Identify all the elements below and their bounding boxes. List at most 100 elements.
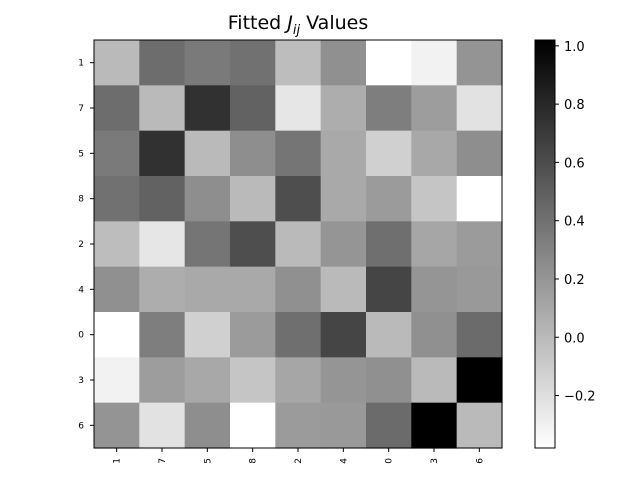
heatmap-cell [184, 130, 231, 177]
chart-title-prefix: Fitted [228, 12, 288, 34]
chart-title-suffix: Values [300, 12, 368, 34]
heatmap-cell [139, 40, 186, 86]
heatmap-cell [230, 130, 276, 177]
heatmap-cell [366, 402, 412, 449]
row-tick-label: 3 [78, 376, 84, 386]
colorbar-tick-label: 0.6 [564, 156, 585, 171]
heatmap-cell [275, 402, 322, 449]
heatmap-cell [184, 357, 231, 404]
row-tick-label: 4 [78, 285, 84, 295]
colorbar [534, 39, 556, 449]
heatmap-cell [230, 266, 276, 313]
colorbar-tick-labels: 1.0 0.8 0.6 0.4 0.2 0.0 −0.2 [555, 40, 596, 405]
heatmap-cell [275, 221, 322, 268]
heatmap-cell [275, 312, 322, 358]
heatmap-cell [139, 176, 186, 222]
heatmap-cell [411, 357, 458, 404]
heatmap-cell [275, 357, 322, 404]
heatmap-cell [320, 40, 367, 86]
heatmap-cell [139, 130, 186, 177]
heatmap-cell [94, 357, 140, 404]
heatmap-cell [139, 85, 186, 132]
colorbar-tick-label: 0.8 [564, 98, 585, 113]
row-tick-label: 2 [78, 240, 84, 250]
colorbar-tick-label: −0.2 [564, 390, 596, 405]
heatmap-cell [366, 357, 412, 404]
chart-title: Fitted Jij Values [228, 12, 368, 38]
heatmap-cell [230, 312, 276, 358]
colorbar-tick-label: 1.0 [564, 40, 585, 55]
heatmap-cell [94, 312, 140, 358]
heatmap-cell [411, 40, 458, 86]
row-tick-label: 0 [78, 331, 84, 341]
colorbar-tick-label: 0.4 [564, 215, 585, 230]
heatmap-cell [275, 266, 322, 313]
heatmap-cell [320, 85, 367, 132]
row-tick-label: 5 [78, 149, 84, 159]
heatmap-cell [94, 176, 140, 222]
heatmap-cell [184, 402, 231, 449]
chart-title-symbol: J [283, 12, 293, 34]
heatmap-cell [275, 40, 322, 86]
heatmap-cell [94, 85, 140, 132]
heatmap-cell [184, 40, 231, 86]
heatmap-cell [184, 85, 231, 132]
colorbar-tick-label: 0.2 [564, 273, 585, 288]
heatmap-cell [411, 266, 458, 313]
heatmap-cell [320, 176, 367, 222]
heatmap-cell [366, 176, 412, 222]
heatmap-cell [366, 266, 412, 313]
heatmap-cell [320, 402, 367, 449]
column-tick-label: 1 [113, 458, 123, 464]
heatmap-cell [411, 221, 458, 268]
heatmap-cell [184, 221, 231, 268]
column-tick-labels: 1 7 5 8 2 4 0 3 6 [113, 448, 485, 464]
heatmap-cell [366, 85, 412, 132]
colorbar-tick-label: 0.0 [564, 331, 585, 346]
heatmap-cell [366, 130, 412, 177]
heatmap-cell [230, 176, 276, 222]
heatmap-cell [411, 402, 458, 449]
heatmap-cell [411, 85, 458, 132]
heatmap-cell [456, 357, 503, 404]
column-tick-label: 6 [475, 458, 485, 464]
row-tick-label: 1 [78, 59, 84, 69]
column-tick-label: 3 [430, 458, 440, 464]
heatmap-cell [184, 266, 231, 313]
heatmap-cell [230, 402, 276, 449]
heatmap-cell [320, 312, 367, 358]
heatmap-cell [456, 312, 503, 358]
heatmap-cell [94, 130, 140, 177]
column-tick-label: 0 [385, 458, 395, 464]
heatmap-cell [94, 40, 140, 86]
row-tick-labels: 1 7 5 8 2 4 0 3 6 [78, 59, 94, 431]
heatmap-cell [320, 130, 367, 177]
heatmap-cell [320, 357, 367, 404]
heatmap-cell [275, 85, 322, 132]
column-tick-label: 5 [203, 458, 213, 464]
heatmap-cell [366, 312, 412, 358]
heatmap-cell [456, 266, 503, 313]
row-tick-label: 8 [78, 195, 84, 205]
heatmap-cell [94, 266, 140, 313]
heatmap-cell [139, 266, 186, 313]
column-tick-label: 4 [339, 458, 349, 464]
row-tick-label: 7 [78, 104, 84, 114]
chart-title-subscript: ij [293, 23, 301, 38]
heatmap-cell [230, 85, 276, 132]
heatmap-cell [230, 40, 276, 86]
heatmap-cell [320, 221, 367, 268]
heatmap-cell [94, 402, 140, 449]
heatmap-cell [230, 357, 276, 404]
heatmap-cell [275, 176, 322, 222]
heatmap-cell [184, 176, 231, 222]
heatmap-cell [139, 221, 186, 268]
heatmap-cell [456, 221, 503, 268]
heatmap-cell [456, 402, 503, 449]
heatmap-cell [456, 176, 503, 222]
heatmap-cell [320, 266, 367, 313]
heatmap-cells [94, 40, 503, 449]
heatmap-cell [456, 40, 503, 86]
heatmap-cell [411, 130, 458, 177]
